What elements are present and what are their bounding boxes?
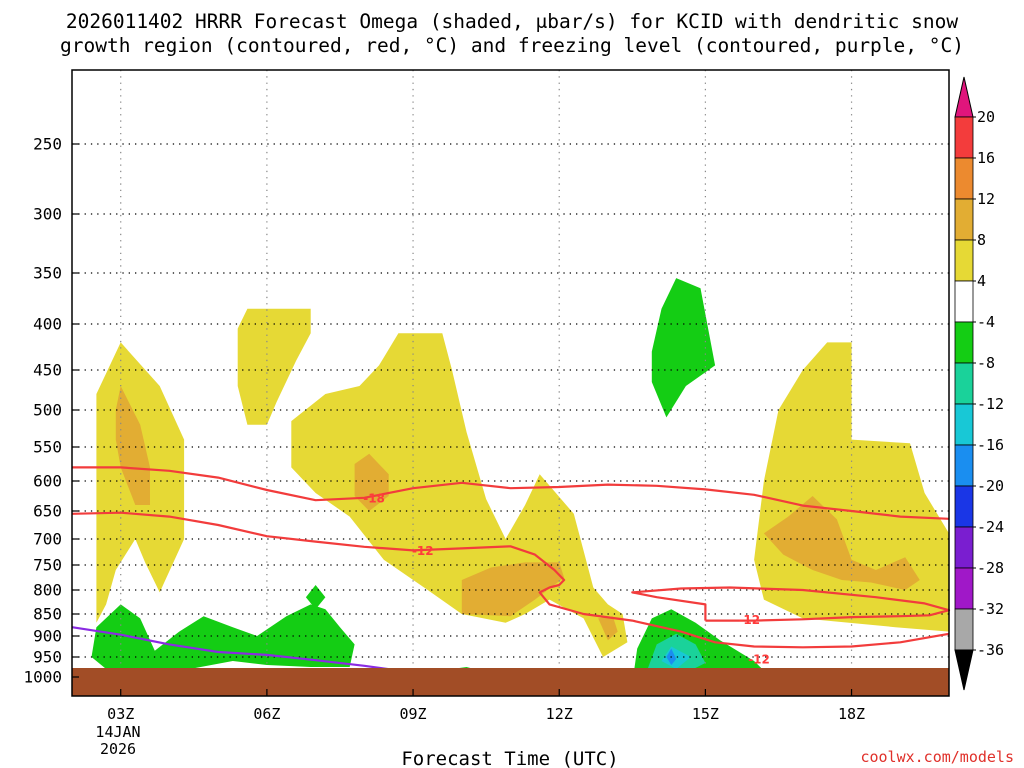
chart-title-line-1: 2026011402 HRRR Forecast Omega (shaded, …: [66, 10, 958, 33]
colorbar-bin--16-to--12: [954, 403, 974, 446]
colorbar-label--4: -4: [977, 313, 995, 331]
y-tick-label-700: 700: [33, 530, 62, 549]
colorbar-label--20: -20: [977, 477, 1004, 495]
colorbar-label--24: -24: [977, 518, 1004, 536]
contour-label-dgz-minus18: -18: [363, 491, 385, 505]
y-tick-label-600: 600: [33, 472, 62, 491]
y-tick-label-550: 550: [33, 438, 62, 457]
omega-region-ascent-main-core-800hPa: [461, 562, 565, 617]
colorbar-bin--4-to-4: [954, 280, 974, 323]
colorbar-bin--8-to--4: [954, 321, 974, 364]
omega-region-descent-14z-inner: [661, 646, 691, 669]
x-axis-label: Forecast Time (UTC): [401, 748, 618, 768]
omega-region-ascent-08z-core: [354, 453, 389, 511]
colorbar-bin--36-to--32: [954, 608, 974, 651]
credit-text: coolwx.com/models: [860, 748, 1014, 766]
x-tick-label-09Z: 09Z: [400, 705, 427, 723]
colorbar-bin-16-to-20: [954, 116, 974, 159]
colorbar-label-20: 20: [977, 108, 995, 126]
y-tick-label-450: 450: [33, 361, 62, 380]
isotherm-dgz-minus12-loop: [631, 586, 951, 622]
colorbar-label-8: 8: [977, 231, 986, 249]
plot-area: -18 -12 -12 -12: [71, 69, 951, 697]
colorbar-under-triangle: [954, 649, 974, 691]
plot-frame: [71, 69, 950, 697]
colorbar-label--28: -28: [977, 559, 1004, 577]
contour-labels: -18 -12 -12 -12: [363, 491, 770, 667]
omega-region-descent-07z-pocket: [305, 585, 326, 610]
colorbar-bin--12-to--8: [954, 362, 974, 405]
contour-label-dgz-minus12-loop: -12: [738, 613, 760, 627]
colorbar-label-12: 12: [977, 190, 995, 208]
omega-region-descent-13z-upper: [651, 278, 716, 418]
colorbar-over-triangle: [954, 76, 974, 118]
colorbar-bin-12-to-16: [954, 157, 974, 200]
omega-region-ascent-13z-core: [598, 616, 618, 641]
x-date-label-day: 14JAN: [95, 723, 140, 741]
x-tick-label-06Z: 06Z: [253, 705, 280, 723]
colorbar-bin--20-to--16: [954, 444, 974, 487]
colorbar-bin-8-to-12: [954, 198, 974, 241]
y-tick-label-400: 400: [33, 315, 62, 334]
omega-region-ascent-06z-upper: [237, 308, 311, 425]
contour-label-extra-0: -12: [748, 653, 770, 667]
x-tick-label-03Z: 03Z: [107, 705, 134, 723]
isotherm-contours: [71, 466, 951, 677]
terrain-below-ground: [72, 668, 949, 696]
y-tick-label-1000: 1000: [23, 668, 62, 687]
x-tick-label-15Z: 15Z: [692, 705, 719, 723]
colorbar: 20 16 12 8 4 -4 -8 -12 -16 -20 -24 -28 -32 -36: [954, 76, 1004, 691]
y-tick-label-250: 250: [33, 135, 62, 154]
axis-ticks: [72, 143, 853, 696]
y-tick-label-350: 350: [33, 264, 62, 283]
y-tick-label-300: 300: [33, 205, 62, 224]
y-tick-label-750: 750: [33, 556, 62, 575]
x-tick-label-18Z: 18Z: [838, 705, 865, 723]
x-date-label-year: 2026: [100, 740, 136, 758]
y-tick-label-900: 900: [33, 627, 62, 646]
omega-region-ascent-early-core: [115, 386, 150, 505]
omega-region-descent-low-03z-07z: [91, 604, 355, 673]
colorbar-label--8: -8: [977, 354, 995, 372]
isotherm-dgz-minus18: [72, 466, 950, 520]
colorbar-label--32: -32: [977, 600, 1004, 618]
colorbar-label--12: -12: [977, 395, 1004, 413]
colorbar-label-16: 16: [977, 149, 995, 167]
colorbar-label--36: -36: [977, 641, 1004, 659]
y-axis: 250 300 350 400 450 500 550 600 650 700 750 800 850 9…: [23, 135, 62, 687]
colorbar-bin--28-to--24: [954, 526, 974, 569]
y-tick-label-650: 650: [33, 502, 62, 521]
colorbar-label-4: 4: [977, 272, 986, 290]
colorbar-bin--32-to--28: [954, 567, 974, 610]
chart-title-line-2: growth region (contoured, red, °C) and f…: [60, 34, 964, 57]
colorbar-bin-4-to-8: [954, 239, 974, 282]
colorbar-label--16: -16: [977, 436, 1004, 454]
y-tick-label-850: 850: [33, 605, 62, 624]
x-axis: 03Z 06Z 09Z 12Z 15Z 18Z: [107, 705, 865, 723]
isotherm-dgz-minus12-main: [71, 511, 950, 649]
y-tick-label-950: 950: [33, 648, 62, 667]
omega-region-ascent-late-core: [763, 496, 920, 590]
y-tick-label-500: 500: [33, 401, 62, 420]
contour-label-dgz-minus12-main: -12: [412, 544, 434, 558]
y-tick-label-800: 800: [33, 581, 62, 600]
x-tick-label-12Z: 12Z: [546, 705, 573, 723]
colorbar-bin--24-to--20: [954, 485, 974, 528]
